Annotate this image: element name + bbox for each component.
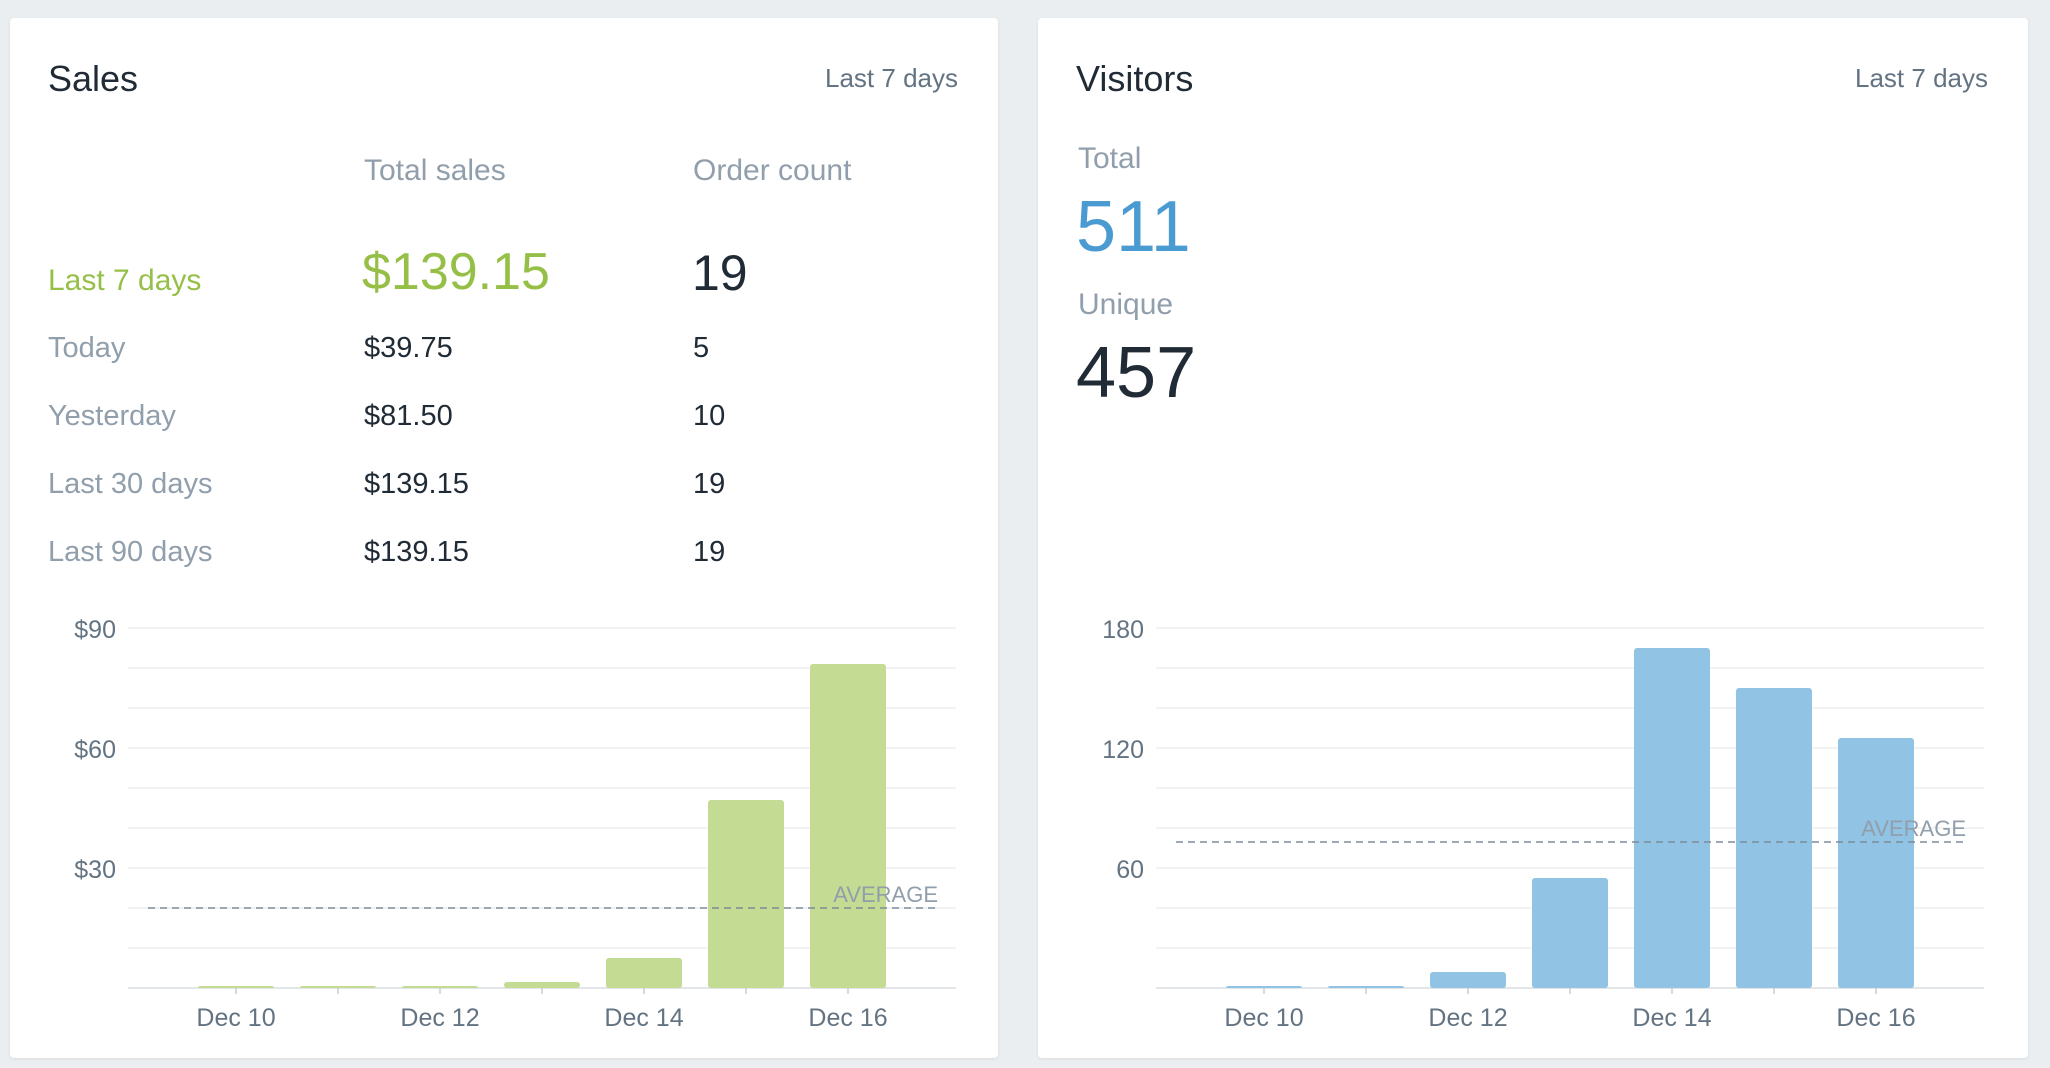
total-visitors-value: 511 — [1076, 187, 1191, 267]
sales-row-count: 10 — [693, 400, 726, 432]
sales-card: Sales Last 7 days Total sales Order coun… — [10, 18, 998, 1058]
visitors-bar-chart: 60 120 180 Dec 10 Dec 12 Dec 14 Dec 16 AVERAGE — [1102, 616, 1984, 1032]
sales-bar — [606, 958, 682, 988]
sales-row-label: Last 90 days — [48, 536, 213, 568]
y-tick-label: $30 — [74, 856, 116, 884]
sales-row-count: 19 — [692, 245, 748, 301]
visitors-bar — [1736, 688, 1812, 988]
y-tick-label: 120 — [1102, 736, 1144, 764]
sales-bar — [504, 982, 580, 988]
x-tick-label: Dec 10 — [1224, 1004, 1303, 1032]
sales-bar — [402, 986, 478, 988]
sales-row-total: $139.15 — [364, 536, 469, 568]
sales-range-link[interactable]: Last 7 days — [825, 63, 958, 93]
total-visitors-label: Total — [1078, 142, 1142, 175]
y-tick-label: 60 — [1116, 856, 1144, 884]
visitors-range-link[interactable]: Last 7 days — [1855, 63, 1988, 93]
sales-bar — [300, 986, 376, 988]
sales-row-label: Today — [48, 332, 126, 364]
visitors-bar — [1226, 986, 1302, 988]
x-tick-label: Dec 12 — [400, 1004, 479, 1032]
visitors-bar — [1532, 878, 1608, 988]
sales-bar — [198, 986, 274, 988]
total-sales-header: Total sales — [364, 154, 506, 187]
x-tick-label: Dec 16 — [1836, 1004, 1915, 1032]
average-label: AVERAGE — [833, 882, 938, 907]
sales-row-total: $39.75 — [364, 332, 453, 364]
x-tick-label: Dec 12 — [1428, 1004, 1507, 1032]
unique-visitors-label: Unique — [1078, 288, 1174, 321]
sales-row-total: $81.50 — [364, 400, 453, 432]
sales-bar-chart: $30 $60 $90 Dec 10 Dec 12 Dec 14 Dec 16 AVERAGE — [74, 616, 956, 1032]
sales-row-count: 5 — [693, 332, 710, 364]
visitors-bar — [1328, 986, 1404, 988]
sales-row-label: Last 30 days — [48, 468, 213, 500]
sales-row-label: Last 7 days — [48, 264, 202, 297]
sales-title: Sales — [48, 58, 139, 99]
x-tick-label: Dec 14 — [1632, 1004, 1711, 1032]
sales-row-label: Yesterday — [48, 400, 176, 432]
sales-row-count: 19 — [693, 468, 726, 500]
y-tick-label: 180 — [1102, 616, 1144, 644]
sales-bar — [810, 664, 886, 988]
y-tick-label: $60 — [74, 736, 116, 764]
x-tick-label: Dec 10 — [196, 1004, 275, 1032]
visitors-bar — [1430, 972, 1506, 988]
sales-row-total: $139.15 — [362, 243, 550, 301]
sales-bar — [708, 800, 784, 988]
x-tick-label: Dec 14 — [604, 1004, 683, 1032]
sales-row-total: $139.15 — [364, 468, 469, 500]
visitors-bar — [1838, 738, 1914, 988]
visitors-bar — [1634, 648, 1710, 988]
visitors-title: Visitors — [1076, 58, 1194, 99]
average-label: AVERAGE — [1861, 816, 1966, 841]
x-tick-label: Dec 16 — [808, 1004, 887, 1032]
sales-row-count: 19 — [693, 536, 726, 568]
visitors-card: Visitors Last 7 days Total 511 Unique 45… — [1038, 18, 2028, 1058]
order-count-header: Order count — [693, 154, 852, 187]
unique-visitors-value: 457 — [1076, 333, 1197, 413]
y-tick-label: $90 — [74, 616, 116, 644]
